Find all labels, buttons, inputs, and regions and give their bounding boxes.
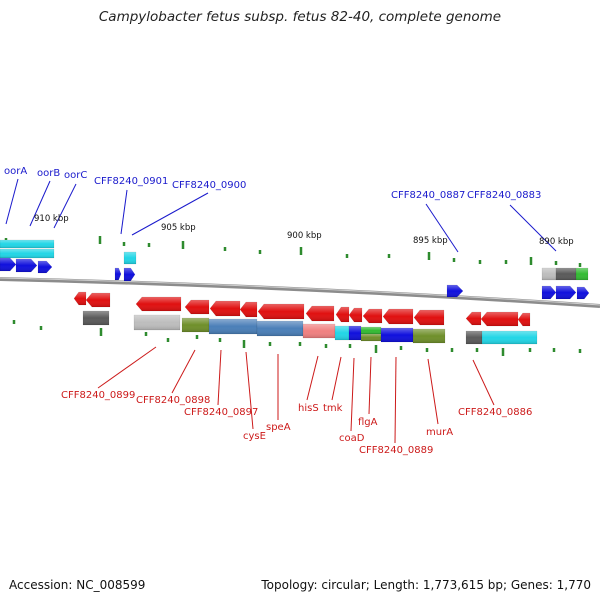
label-leader-line (368, 356, 372, 415)
gene-label[interactable]: coaD (339, 433, 365, 444)
gene-label[interactable]: murA (426, 427, 453, 438)
gene-label[interactable]: CFF8240_0883 (467, 190, 541, 201)
gene-label[interactable]: CFF8240_0899 (61, 390, 135, 401)
gene-feature[interactable] (135, 296, 182, 312)
gene-feature[interactable] (446, 284, 464, 298)
gene-label[interactable]: CFF8240_0901 (94, 176, 168, 187)
gene-feature[interactable] (481, 330, 538, 345)
gene-feature[interactable] (334, 325, 350, 341)
label-leader-line (171, 349, 196, 394)
gene-feature[interactable] (0, 239, 55, 249)
gene-feature[interactable] (256, 320, 304, 337)
gene-feature[interactable] (133, 314, 181, 331)
label-leader-line (97, 346, 157, 389)
gene-label[interactable]: CFF8240_0887 (391, 190, 465, 201)
gene-feature[interactable] (360, 333, 382, 342)
gene-feature[interactable] (257, 303, 305, 320)
gene-feature[interactable] (576, 286, 590, 300)
gene-feature[interactable] (335, 306, 350, 323)
label-leader-line (245, 351, 254, 430)
gene-feature[interactable] (123, 251, 137, 265)
gene-feature[interactable] (480, 311, 519, 327)
gene-feature[interactable] (575, 267, 589, 281)
gene-feature[interactable] (73, 291, 87, 306)
gene-feature[interactable] (181, 317, 210, 333)
gene-feature[interactable] (382, 308, 414, 325)
gene-label[interactable]: cysE (243, 431, 266, 442)
gene-feature[interactable] (413, 309, 445, 326)
label-leader-line (5, 178, 19, 225)
gene-feature[interactable] (305, 305, 335, 322)
label-leader-line (306, 355, 319, 401)
accession-text: Accession: NC_008599 (9, 578, 146, 592)
label-leader-line (331, 356, 342, 401)
gene-feature[interactable] (15, 258, 38, 273)
gene-label[interactable]: tmk (323, 403, 343, 414)
gene-feature[interactable] (541, 267, 557, 281)
gene-feature[interactable] (302, 323, 336, 339)
gene-feature[interactable] (541, 285, 557, 300)
gene-feature[interactable] (555, 285, 577, 300)
gene-feature[interactable] (184, 299, 210, 315)
gene-feature[interactable] (362, 308, 383, 324)
label-leader-line (53, 183, 77, 229)
gene-label[interactable]: CFF8240_0898 (136, 395, 210, 406)
topology-text: Topology: circular; Length: 1,773,615 bp… (261, 578, 591, 592)
gene-feature[interactable] (0, 248, 55, 259)
scale-label: 890 kbp (539, 237, 574, 247)
gene-feature[interactable] (123, 267, 136, 282)
gene-feature[interactable] (85, 292, 111, 308)
scale-label: 905 kbp (161, 223, 196, 233)
genome-backbone (0, 277, 600, 308)
gene-label[interactable]: oorB (37, 168, 60, 179)
gene-feature[interactable] (555, 267, 577, 281)
gene-feature[interactable] (348, 325, 362, 341)
gene-feature[interactable] (37, 260, 53, 274)
gene-label[interactable]: CFF8240_0900 (172, 180, 246, 191)
label-leader-line (217, 349, 222, 406)
label-leader-line (131, 192, 209, 236)
gene-feature[interactable] (239, 301, 258, 318)
gene-label[interactable]: CFF8240_0889 (359, 445, 433, 456)
scale-label: 910 kbp (34, 214, 69, 224)
gene-feature[interactable] (465, 311, 482, 326)
gene-feature[interactable] (412, 328, 446, 344)
label-leader-line (29, 180, 51, 227)
gene-label[interactable]: hisS (298, 403, 319, 414)
gene-label[interactable]: oorA (4, 166, 27, 177)
label-leader-line (427, 358, 439, 425)
gene-feature[interactable] (380, 327, 414, 343)
gene-feature[interactable] (114, 267, 122, 281)
gene-label[interactable]: speA (266, 422, 291, 433)
gene-label[interactable]: CFF8240_0897 (184, 407, 258, 418)
gene-label[interactable]: flgA (358, 417, 378, 428)
gene-label[interactable]: CFF8240_0886 (458, 407, 532, 418)
gene-feature[interactable] (208, 318, 258, 335)
label-leader-line (120, 189, 128, 235)
gene-feature[interactable] (82, 310, 110, 326)
gene-feature[interactable] (517, 312, 531, 327)
gene-feature[interactable] (465, 330, 483, 345)
gene-feature[interactable] (0, 257, 17, 272)
gene-feature[interactable] (348, 307, 363, 323)
label-leader-line (425, 203, 459, 253)
label-leader-line (350, 357, 355, 432)
gene-feature[interactable] (360, 326, 382, 335)
label-leader-line (472, 359, 495, 406)
map-title: Campylobacter fetus subsp. fetus 82-40, … (98, 9, 502, 25)
gene-feature[interactable] (209, 300, 241, 317)
gene-label[interactable]: oorC (64, 170, 87, 181)
scale-label: 900 kbp (287, 231, 322, 241)
label-leader-line (509, 204, 557, 252)
scale-label: 895 kbp (413, 236, 448, 246)
label-leader-line (394, 356, 397, 444)
